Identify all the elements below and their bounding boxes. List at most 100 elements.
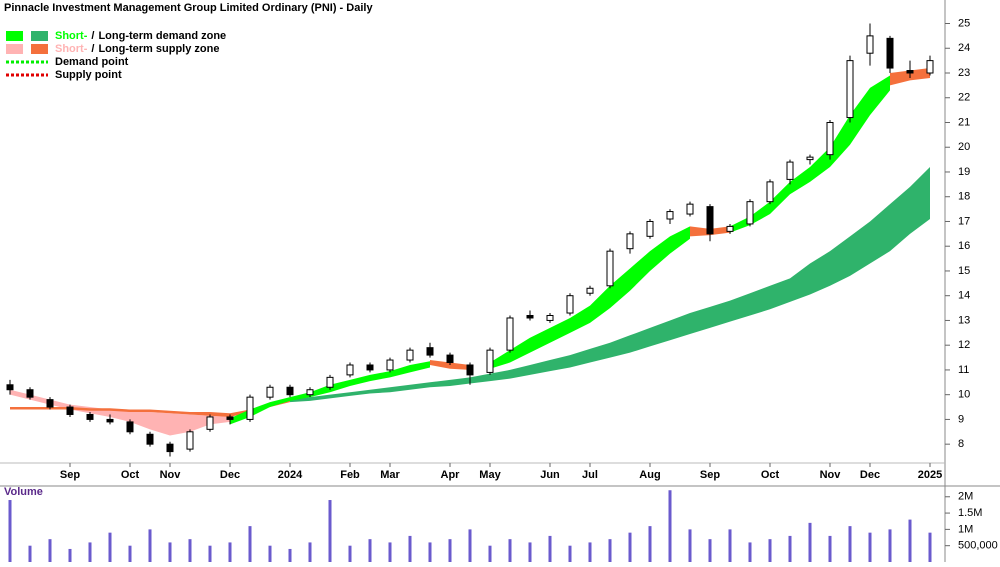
volume-bar [368,539,372,562]
candle-body [46,399,54,408]
candle-body [706,206,714,235]
x-tick-label: Dec [220,469,240,481]
candle-body [686,203,694,215]
candle-body [66,406,74,415]
legend-swatch [6,44,23,54]
candle-body [566,295,574,314]
legend: Short- / Long-term demand zone Short- / Long-… [6,30,226,81]
y-tick-label: 9 [958,413,964,425]
y-tick-label: 15 [958,265,970,277]
volume-bar [808,522,812,562]
zone-band [10,399,290,417]
volume-bar [728,529,732,562]
candle-body [666,211,674,220]
candle-body [346,364,354,376]
candle-body [926,60,934,74]
candle-body [326,376,334,388]
candle-body [526,314,534,319]
volume-bar [148,529,152,562]
legend-label: Supply point [55,69,122,81]
x-tick-label: Dec [860,469,880,481]
candle-body [226,416,234,420]
candle-body [246,396,254,420]
y-tick-label: 22 [958,92,970,104]
chart-title: Pinnacle Investment Management Group Lim… [4,2,373,14]
volume-bar [848,526,852,562]
volume-bar [388,542,392,562]
legend-label: Short- / Long-term demand zone [55,30,226,42]
candle-body [146,433,154,445]
candle-body [866,35,874,54]
volume-bar [828,535,832,562]
x-tick-label: Nov [820,469,842,481]
y-tick-label: 19 [958,166,970,178]
candle-body [766,181,774,203]
candle-body [746,201,754,225]
zone-band [230,361,430,425]
volume-bar [568,545,572,562]
volume-bar [668,490,672,562]
volume-bar [228,542,232,562]
candle-body [126,421,134,433]
volume-bar [928,532,932,562]
volume-bar [248,526,252,562]
candle-body [26,389,34,398]
legend-long: Long-term demand zone [98,30,226,42]
candle-body [546,314,554,321]
x-tick-label: May [479,469,501,481]
y-tick-label: 10 [958,389,970,401]
volume-bar [508,539,512,562]
volume-bar [28,545,32,562]
volume-bar [548,535,552,562]
volume-bars [8,490,932,562]
x-tick-label: Aug [639,469,660,481]
volume-bar [488,545,492,562]
candle-body [206,416,214,430]
volume-bar [468,529,472,562]
volume-bar [648,526,652,562]
volume-bar [868,532,872,562]
candle-body [166,443,174,453]
y-tick-label: 13 [958,314,970,326]
candles [6,23,934,457]
y-tick-label: 21 [958,116,970,128]
candle-body [366,364,374,371]
candle-body [626,233,634,250]
legend-short: Short- [55,43,88,55]
y-tick-label: 18 [958,191,970,203]
candle-body [266,386,274,398]
candle-body [86,413,94,420]
candle-body [886,37,894,69]
legend-long: Long-term supply zone [98,43,219,55]
x-tick-label: Sep [60,469,80,481]
volume-bar [748,542,752,562]
volume-bar [588,542,592,562]
candle-body [446,354,454,364]
volume-bar [188,539,192,562]
candle-body [906,70,914,74]
candle-body [6,384,14,391]
y-tick-label: 23 [958,67,970,79]
candle-body [306,389,314,396]
volume-bar [88,542,92,562]
candle-body [466,364,474,376]
x-tick-label: Apr [441,469,461,481]
volume-tick-label: 2M [958,491,973,503]
volume-bar [528,542,532,562]
volume-bar [288,548,292,562]
volume-tick-label: 500,000 [958,540,998,552]
volume-bar [8,500,12,562]
volume-bar [48,539,52,562]
volume-bar [348,545,352,562]
volume-bar [128,545,132,562]
volume-bar [108,532,112,562]
candle-body [186,431,194,450]
candle-body [786,161,794,180]
candle-body [806,156,814,161]
candle-body [406,349,414,361]
legend-sep: / [91,43,94,55]
volume-bar [168,542,172,562]
volume-bar [708,539,712,562]
volume-bar [328,500,332,562]
